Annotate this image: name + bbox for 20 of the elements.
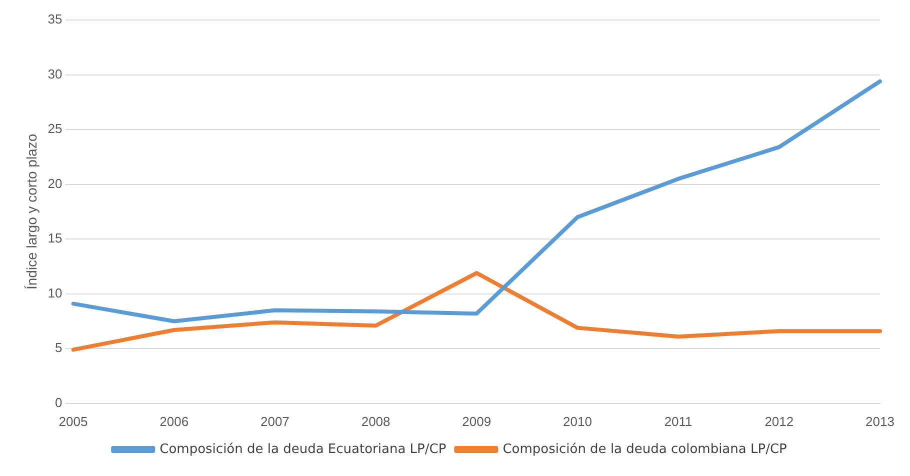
y-tick-label: 35 [48,12,62,27]
x-tick-label: 2011 [664,414,692,429]
y-axis-title: Índice largo y corto plazo [23,134,40,290]
y-tick-label: 25 [48,121,62,136]
x-tick-label: 2005 [58,414,88,429]
y-tick-label: 20 [48,176,62,191]
legend-label: Composición de la deuda colombiana LP/CP [502,442,788,457]
x-tick-label: 2008 [361,414,390,429]
y-tick-label: 15 [48,230,62,246]
x-tick-label: 2009 [462,414,492,429]
y-tick-label: 30 [48,66,62,82]
y-tick-label: 10 [48,285,62,300]
x-tick-label: 2012 [764,414,794,429]
x-tick-label: 2007 [260,414,290,429]
legend-label: Composición de la deuda Ecuatoriana LP/CP [160,442,446,457]
x-tick-label: 2006 [160,414,189,429]
y-tick-label: 5 [55,340,62,356]
x-tick-label: 2010 [563,414,592,429]
y-tick-label: 0 [55,394,62,410]
x-tick-label: 2013 [866,414,894,429]
